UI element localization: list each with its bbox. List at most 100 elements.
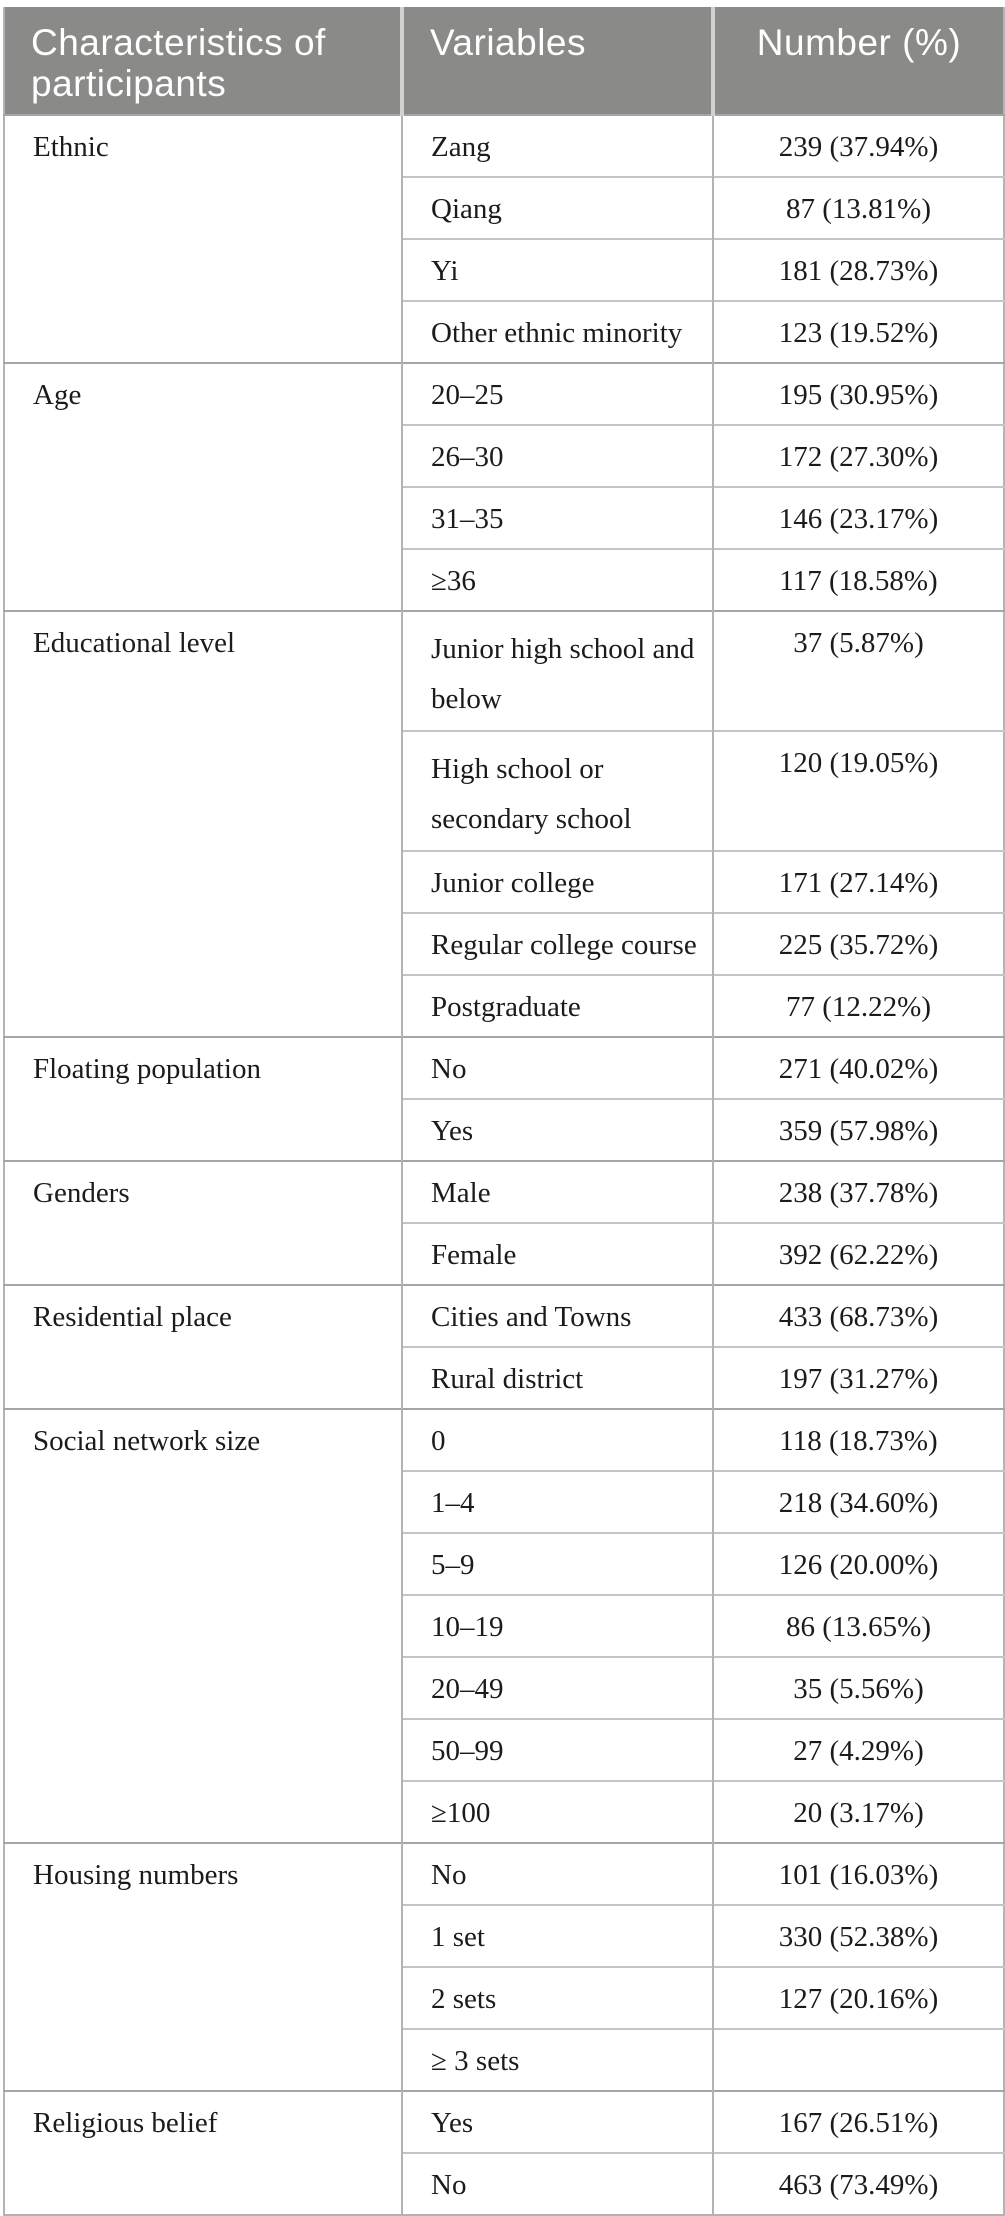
number-cell: 238 (37.78%) — [712, 1160, 1004, 1223]
col-header-characteristics: Characteristics of participants — [4, 7, 402, 115]
table-row: Residential place Cities and Towns 433 (68… — [4, 1284, 1004, 1409]
number-cell: 20 (3.17%) — [712, 1780, 1004, 1843]
characteristic-cell: Age — [4, 362, 402, 611]
table-row: 5–9 126 (20.00%) — [4, 1532, 1004, 1595]
number-cell — [712, 2028, 1004, 2091]
variable-cell: 26–30 — [401, 424, 713, 487]
variable-cell: 31–35 — [401, 486, 713, 549]
number-cell: 146 (23.17%) — [712, 486, 1004, 549]
table-row: Other ethnic minority 123 (19.52%) — [4, 300, 1004, 363]
number-cell: 195 (30.95%) — [712, 362, 1004, 425]
variable-cell: Zang — [401, 114, 713, 177]
characteristic-cell: Genders — [4, 1160, 402, 1285]
number-cell: 101 (16.03%) — [712, 1842, 1004, 1905]
table-row: Female 392 (62.22%) — [4, 1222, 1004, 1285]
number-cell: 218 (34.60%) — [712, 1470, 1004, 1533]
variable-cell: 2 sets — [401, 1966, 713, 2029]
characteristic-cell: Housing numbers — [4, 1842, 402, 2091]
variable-cell: 50–99 — [401, 1718, 713, 1781]
variable-cell: Rural district — [401, 1346, 713, 1409]
number-cell: 167 (26.51%) — [712, 2090, 1004, 2153]
table-row: 26–30 172 (27.30%) — [4, 424, 1004, 487]
variable-cell: 1 set — [401, 1904, 713, 1967]
table-row: Housing numbers No 101 (16.03%) — [4, 1842, 1004, 2091]
table-row: Religious belief Yes 167 (26.51%) — [4, 2090, 1004, 2215]
participants-table: Characteristics of participants Variable… — [3, 7, 1005, 2216]
characteristic-cell: Ethnic — [4, 114, 402, 363]
number-cell: 86 (13.65%) — [712, 1594, 1004, 1657]
table-row: 31–35 146 (23.17%) — [4, 486, 1004, 549]
table-header: Characteristics of participants Variable… — [4, 7, 1004, 115]
variable-cell: Regular college course — [401, 912, 713, 975]
variable-cell: Yi — [401, 238, 713, 301]
number-cell: 359 (57.98%) — [712, 1098, 1004, 1161]
table-row: Genders Male 238 (37.78%) — [4, 1160, 1004, 1285]
variable-cell: Postgraduate — [401, 974, 713, 1037]
variable-cell: ≥100 — [401, 1780, 713, 1843]
variable-cell: No — [401, 1842, 713, 1905]
variable-cell: High school or secondary school — [401, 730, 713, 851]
variable-cell: ≥ 3 sets — [401, 2028, 713, 2091]
table-row: Yi 181 (28.73%) — [4, 238, 1004, 301]
number-cell: 127 (20.16%) — [712, 1966, 1004, 2029]
table-row: Age 20–25 195 (30.95%) — [4, 362, 1004, 611]
table-row: 20–49 35 (5.56%) — [4, 1656, 1004, 1719]
table-row: Qiang 87 (13.81%) — [4, 176, 1004, 239]
number-cell: 271 (40.02%) — [712, 1036, 1004, 1099]
col-header-variables: Variables — [400, 7, 713, 115]
number-cell: 172 (27.30%) — [712, 424, 1004, 487]
characteristic-cell: Social network size — [4, 1408, 402, 1843]
table-row: Junior college 171 (27.14%) — [4, 850, 1004, 913]
variable-cell: 20–25 — [401, 362, 713, 425]
table-row: Rural district 197 (31.27%) — [4, 1346, 1004, 1409]
table-body: Ethnic Zang 239 (37.94%) Qiang 87 (13.81%) Yi… — [4, 114, 1004, 2215]
variable-cell: Female — [401, 1222, 713, 1285]
table-row: High school or secondary school 120 (19.0… — [4, 730, 1004, 851]
variable-cell: ≥36 — [401, 548, 713, 611]
number-cell: 197 (31.27%) — [712, 1346, 1004, 1409]
table-row: ≥100 20 (3.17%) — [4, 1780, 1004, 1843]
variable-cell: 0 — [401, 1408, 713, 1471]
number-cell: 117 (18.58%) — [712, 548, 1004, 611]
table-row: ≥ 3 sets — [4, 2028, 1004, 2091]
number-cell: 27 (4.29%) — [712, 1718, 1004, 1781]
variable-cell: Cities and Towns — [401, 1284, 713, 1347]
variable-cell: No — [401, 1036, 713, 1099]
variable-cell: Other ethnic minority — [401, 300, 713, 363]
number-cell: 330 (52.38%) — [712, 1904, 1004, 1967]
number-cell: 123 (19.52%) — [712, 300, 1004, 363]
variable-cell: No — [401, 2152, 713, 2215]
variable-cell: Junior high school and below — [401, 610, 713, 731]
table-row: 1–4 218 (34.60%) — [4, 1470, 1004, 1533]
characteristic-cell: Floating population — [4, 1036, 402, 1161]
number-cell: 87 (13.81%) — [712, 176, 1004, 239]
number-cell: 35 (5.56%) — [712, 1656, 1004, 1719]
table-row: Ethnic Zang 239 (37.94%) — [4, 114, 1004, 363]
number-cell: 392 (62.22%) — [712, 1222, 1004, 1285]
number-cell: 118 (18.73%) — [712, 1408, 1004, 1471]
table-row: 1 set 330 (52.38%) — [4, 1904, 1004, 1967]
variable-cell: Yes — [401, 2090, 713, 2153]
table-row: 50–99 27 (4.29%) — [4, 1718, 1004, 1781]
table-row: 10–19 86 (13.65%) — [4, 1594, 1004, 1657]
table-row: Social network size 0 118 (18.73%) — [4, 1408, 1004, 1843]
number-cell: 171 (27.14%) — [712, 850, 1004, 913]
number-cell: 433 (68.73%) — [712, 1284, 1004, 1347]
number-cell: 37 (5.87%) — [712, 610, 1004, 731]
number-cell: 120 (19.05%) — [712, 730, 1004, 851]
col-header-number: Number (%) — [711, 7, 1004, 115]
number-cell: 126 (20.00%) — [712, 1532, 1004, 1595]
table-row: Postgraduate 77 (12.22%) — [4, 974, 1004, 1037]
number-cell: 77 (12.22%) — [712, 974, 1004, 1037]
variable-cell: Qiang — [401, 176, 713, 239]
number-cell: 463 (73.49%) — [712, 2152, 1004, 2215]
table-row: Floating population No 271 (40.02%) — [4, 1036, 1004, 1161]
variable-cell: Male — [401, 1160, 713, 1223]
variable-cell: 1–4 — [401, 1470, 713, 1533]
characteristic-cell: Educational level — [4, 610, 402, 1037]
number-cell: 239 (37.94%) — [712, 114, 1004, 177]
variable-cell: 20–49 — [401, 1656, 713, 1719]
variable-cell: 10–19 — [401, 1594, 713, 1657]
table-row: 2 sets 127 (20.16%) — [4, 1966, 1004, 2029]
